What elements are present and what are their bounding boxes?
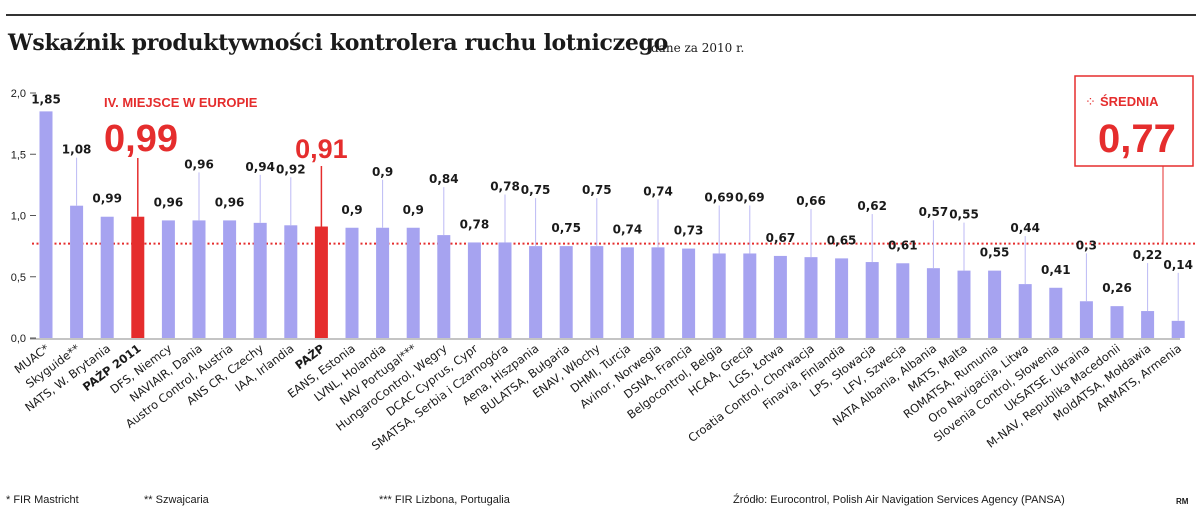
pazp-2011-value-label: 0,99 — [104, 118, 178, 160]
bar — [773, 255, 787, 338]
bar — [39, 111, 53, 338]
bar — [1049, 287, 1063, 338]
top-rule — [6, 14, 1196, 16]
average-marker-icon: ⁘ — [1085, 95, 1096, 110]
value-label: 0,78 — [490, 179, 520, 193]
source-note: Źródło: Eurocontrol, Polish Air Navigati… — [733, 494, 1065, 506]
bar — [345, 227, 359, 338]
value-label: 0,62 — [857, 199, 887, 213]
bar — [559, 246, 573, 338]
value-label: 0,69 — [704, 190, 734, 204]
author-credit: RM — [1176, 497, 1189, 506]
bar — [192, 220, 206, 338]
footnote-szwajcaria: ** Szwajcaria — [144, 494, 209, 506]
value-label: 0,57 — [919, 205, 949, 219]
value-label: 0,41 — [1041, 263, 1071, 277]
pazp-value-label: 0,91 — [295, 134, 348, 164]
bar — [865, 262, 879, 338]
value-label: 0,65 — [827, 233, 857, 247]
bar — [376, 227, 390, 338]
y-tick-label: 1,0 — [11, 211, 26, 223]
chart-subtitle: dane za 2010 r. — [651, 41, 745, 55]
value-label: 0,96 — [184, 157, 214, 171]
bar — [804, 257, 818, 338]
value-label: 0,96 — [154, 195, 184, 209]
bar — [590, 246, 604, 338]
value-label: 1,08 — [62, 143, 92, 157]
bar — [712, 253, 726, 338]
bar — [743, 253, 757, 338]
y-tick-label: 1,5 — [11, 149, 26, 161]
value-label: 0,75 — [551, 221, 581, 235]
bar — [835, 258, 849, 338]
bar — [70, 205, 84, 338]
bar — [896, 263, 910, 338]
value-label: 0,67 — [766, 231, 796, 245]
bar — [1079, 301, 1093, 338]
value-label: 0,55 — [980, 246, 1010, 260]
bar — [682, 248, 696, 338]
bar — [253, 222, 267, 338]
footnote-fir-mastricht: * FIR Mastricht — [6, 494, 79, 506]
value-label: 0,44 — [1010, 221, 1040, 235]
bar — [529, 246, 543, 338]
value-label: 0,84 — [429, 172, 459, 186]
value-label: 0,73 — [674, 224, 704, 238]
value-label: 0,26 — [1102, 281, 1132, 295]
bar — [406, 227, 420, 338]
value-label: 0,22 — [1133, 248, 1163, 262]
y-tick-label: 0,0 — [11, 333, 26, 345]
value-label: 0,75 — [521, 183, 551, 197]
bar — [651, 247, 665, 338]
value-label: 0,9 — [341, 203, 362, 217]
bar — [988, 270, 1002, 338]
bar — [161, 220, 175, 338]
value-label: 0,9 — [372, 165, 393, 179]
average-label: ŚREDNIA — [1100, 94, 1159, 109]
value-label: 0,61 — [888, 238, 918, 252]
chart-title: Wskaźnik produktywności kontrolera ruchu… — [8, 30, 668, 56]
bar — [131, 216, 145, 338]
bar — [223, 220, 237, 338]
bar — [1018, 284, 1032, 338]
bar — [467, 242, 481, 338]
average-callout-box — [1074, 75, 1194, 167]
value-label: 0,78 — [460, 217, 490, 231]
bar — [498, 242, 512, 338]
value-label: 0,69 — [735, 190, 765, 204]
value-label: 0,94 — [245, 160, 275, 174]
rank-annotation: IV. MIEJSCE W EUROPIE — [104, 95, 258, 110]
value-label: 0,9 — [403, 203, 424, 217]
value-label: 0,66 — [796, 194, 826, 208]
value-label: 0,99 — [92, 192, 122, 206]
bar — [314, 226, 328, 338]
average-value-label: 0,77 — [1098, 117, 1176, 161]
value-label: 1,85 — [31, 92, 61, 106]
value-label: 0,96 — [215, 195, 245, 209]
bar — [926, 268, 940, 338]
bar — [1141, 311, 1155, 338]
bar — [100, 216, 114, 338]
bar — [284, 225, 298, 338]
y-tick-label: 0,5 — [11, 272, 26, 284]
bar — [620, 247, 634, 338]
value-label: 0,74 — [643, 184, 673, 198]
bar — [437, 235, 451, 338]
y-tick-label: 2,0 — [11, 88, 26, 100]
footnote-fir-lizbona: *** FIR Lizbona, Portugalia — [379, 494, 510, 506]
value-label: 0,3 — [1076, 238, 1097, 252]
bar — [957, 270, 971, 338]
bar — [1110, 306, 1124, 338]
value-label: 0,92 — [276, 162, 306, 176]
value-label: 0,75 — [582, 183, 612, 197]
bar — [1171, 320, 1185, 338]
value-label: 0,55 — [949, 208, 979, 222]
value-label: 0,74 — [613, 222, 643, 236]
value-label: 0,14 — [1163, 258, 1193, 272]
